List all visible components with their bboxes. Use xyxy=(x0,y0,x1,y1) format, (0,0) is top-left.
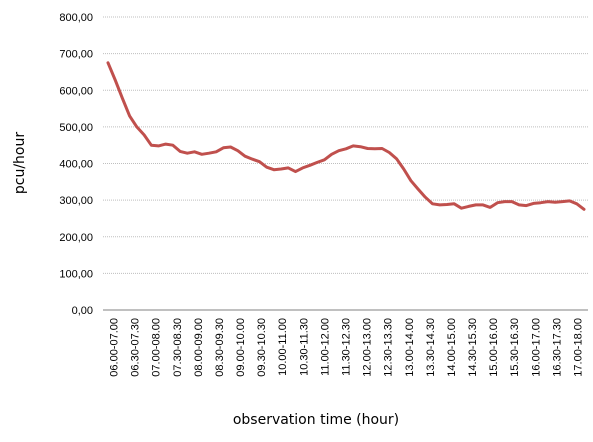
y-tick-label: 800,00 xyxy=(59,12,93,24)
y-tick-label: 500,00 xyxy=(59,122,93,134)
y-tick-label: 100,00 xyxy=(59,268,93,280)
y-axis-ticks: 0,00 100,00 200,00 300,00 400,00 500,00 600,00… xyxy=(59,12,93,317)
x-tick-label: 16.30-17.30 xyxy=(551,318,563,377)
x-tick-label: 13.30-14.30 xyxy=(425,318,437,377)
x-tick-label: 14.30-15.30 xyxy=(467,318,479,377)
x-tick-label: 12.00-13.00 xyxy=(362,318,374,377)
x-tick-label: 06.00-07.00 xyxy=(109,318,121,377)
x-tick-label: 14.00-15.00 xyxy=(446,318,458,377)
x-tick-label: 07.30-08.30 xyxy=(172,318,184,377)
x-tick-label: 16.00-17.00 xyxy=(530,318,542,377)
x-axis-title: observation time (hour) xyxy=(233,412,399,428)
x-tick-label: 08.30-09.30 xyxy=(214,318,226,377)
x-tick-label: 09.00-10.00 xyxy=(235,318,247,377)
x-tick-label: 12.30-13.30 xyxy=(383,318,395,377)
y-tick-label: 300,00 xyxy=(59,195,93,207)
x-tick-label: 10.00-11.00 xyxy=(277,318,289,376)
x-axis-ticks: 06.00-07.00 06.30-07.30 07.00-08.00 07.30-0… xyxy=(109,318,585,377)
series-layer xyxy=(106,61,586,211)
y-axis-title: pcu/hour xyxy=(12,132,28,194)
x-tick-label: 17.00-18.00 xyxy=(572,318,584,377)
x-tick-label: 07.00-08.00 xyxy=(151,318,163,377)
y-tick-label: 0,00 xyxy=(72,305,93,317)
y-tick-label: 600,00 xyxy=(59,85,93,97)
series-line xyxy=(106,61,586,211)
x-tick-label: 15.30-16.30 xyxy=(509,318,521,377)
x-tick-label: 06.30-07.30 xyxy=(130,318,142,377)
x-tick-label: 15.00-16.00 xyxy=(488,318,500,377)
x-tick-label: 10.30-11.30 xyxy=(298,318,310,376)
x-tick-label: 13.00-14.00 xyxy=(404,318,416,377)
y-tick-label: 200,00 xyxy=(59,232,93,244)
gridlines xyxy=(103,16,588,311)
x-tick-label: 11.00-12.00 xyxy=(319,318,331,376)
y-tick-label: 400,00 xyxy=(59,159,93,171)
y-tick-label: 700,00 xyxy=(59,49,93,61)
x-tick-label: 11.30-12.30 xyxy=(341,318,353,376)
x-tick-label: 09.30-10.30 xyxy=(256,318,268,377)
x-tick-label: 08.00-09.00 xyxy=(193,318,205,377)
